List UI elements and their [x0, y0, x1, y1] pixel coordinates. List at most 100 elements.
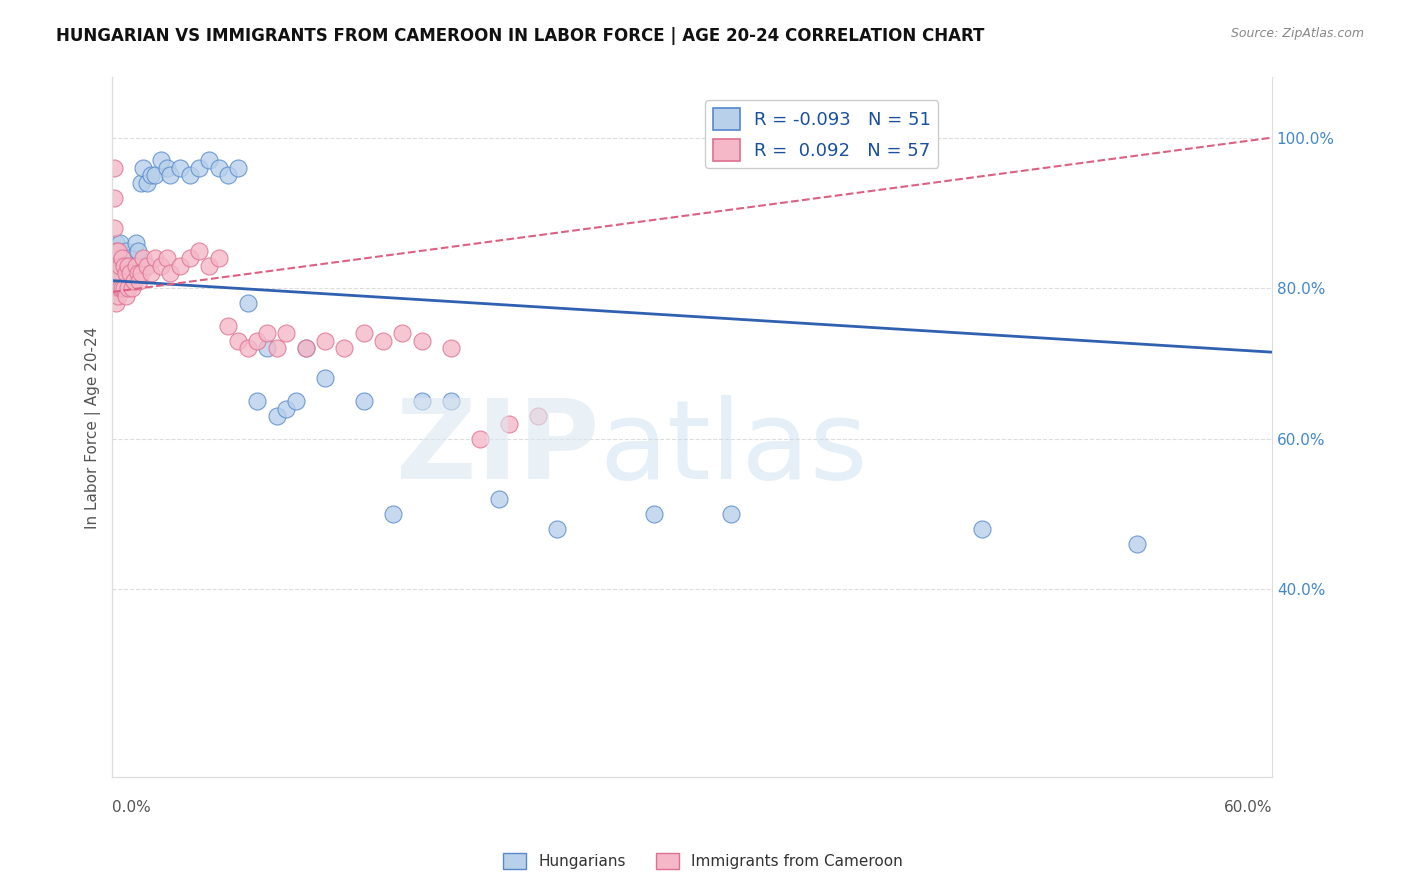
Point: [103, 221, 125, 235]
Point: [149, 259, 172, 273]
Point: [107, 244, 129, 258]
Point: [294, 342, 316, 356]
Point: [256, 326, 278, 341]
Point: [498, 417, 520, 431]
Point: [149, 153, 172, 168]
Point: [333, 342, 356, 356]
Point: [546, 522, 568, 536]
Point: [122, 251, 145, 265]
Point: [131, 266, 153, 280]
Point: [111, 251, 134, 265]
Point: [118, 266, 141, 280]
Point: [155, 161, 177, 175]
Point: [179, 169, 201, 183]
Point: [294, 342, 316, 356]
Point: [169, 161, 191, 175]
Point: [103, 191, 125, 205]
Point: [159, 266, 181, 280]
Point: [127, 266, 149, 280]
Point: [720, 507, 742, 521]
Point: [121, 266, 143, 280]
Text: 0.0%: 0.0%: [112, 800, 152, 815]
Point: [1125, 537, 1147, 551]
Point: [115, 244, 138, 258]
Point: [108, 281, 131, 295]
Point: [124, 235, 146, 250]
Point: [411, 334, 433, 348]
Point: [217, 318, 239, 333]
Text: atlas: atlas: [599, 395, 868, 502]
Point: [121, 281, 143, 295]
Text: ZIP: ZIP: [396, 395, 599, 502]
Y-axis label: In Labor Force | Age 20-24: In Labor Force | Age 20-24: [86, 326, 101, 529]
Point: [236, 296, 259, 310]
Point: [169, 259, 191, 273]
Point: [107, 266, 129, 280]
Point: [122, 274, 145, 288]
Point: [246, 394, 269, 409]
Point: [246, 334, 269, 348]
Point: [112, 281, 135, 295]
Point: [105, 281, 128, 295]
Point: [226, 161, 249, 175]
Point: [208, 251, 231, 265]
Point: [285, 394, 308, 409]
Legend: R = -0.093   N = 51, R =  0.092   N = 57: R = -0.093 N = 51, R = 0.092 N = 57: [706, 101, 938, 168]
Point: [103, 251, 125, 265]
Point: [381, 507, 404, 521]
Point: [139, 169, 162, 183]
Point: [391, 326, 413, 341]
Point: [111, 251, 134, 265]
Point: [132, 161, 155, 175]
Point: [105, 235, 128, 250]
Point: [105, 244, 128, 258]
Point: [117, 259, 139, 273]
Point: [188, 161, 211, 175]
Point: [643, 507, 665, 521]
Point: [155, 251, 177, 265]
Point: [226, 334, 249, 348]
Point: [371, 334, 394, 348]
Point: [131, 176, 153, 190]
Point: [526, 409, 548, 424]
Point: [128, 274, 150, 288]
Point: [111, 281, 134, 295]
Point: [103, 161, 125, 175]
Point: [468, 432, 491, 446]
Point: [179, 251, 201, 265]
Point: [276, 401, 298, 416]
Point: [103, 251, 125, 265]
Point: [139, 266, 162, 280]
Point: [217, 169, 239, 183]
Point: [411, 394, 433, 409]
Point: [136, 176, 159, 190]
Point: [353, 394, 375, 409]
Point: [198, 259, 221, 273]
Point: [103, 266, 125, 280]
Point: [188, 244, 211, 258]
Text: 60.0%: 60.0%: [1223, 800, 1272, 815]
Point: [111, 266, 134, 280]
Point: [117, 251, 139, 265]
Point: [112, 259, 135, 273]
Point: [143, 251, 166, 265]
Point: [107, 289, 129, 303]
Legend: Hungarians, Immigrants from Cameroon: Hungarians, Immigrants from Cameroon: [496, 847, 910, 875]
Point: [256, 342, 278, 356]
Point: [127, 244, 149, 258]
Point: [107, 244, 129, 258]
Point: [236, 342, 259, 356]
Point: [314, 371, 336, 385]
Point: [208, 161, 231, 175]
Point: [143, 169, 166, 183]
Point: [115, 289, 138, 303]
Point: [107, 259, 129, 273]
Point: [118, 259, 141, 273]
Point: [108, 251, 131, 265]
Point: [136, 259, 159, 273]
Point: [266, 409, 288, 424]
Point: [276, 326, 298, 341]
Point: [132, 251, 155, 265]
Point: [198, 153, 221, 168]
Point: [115, 266, 138, 280]
